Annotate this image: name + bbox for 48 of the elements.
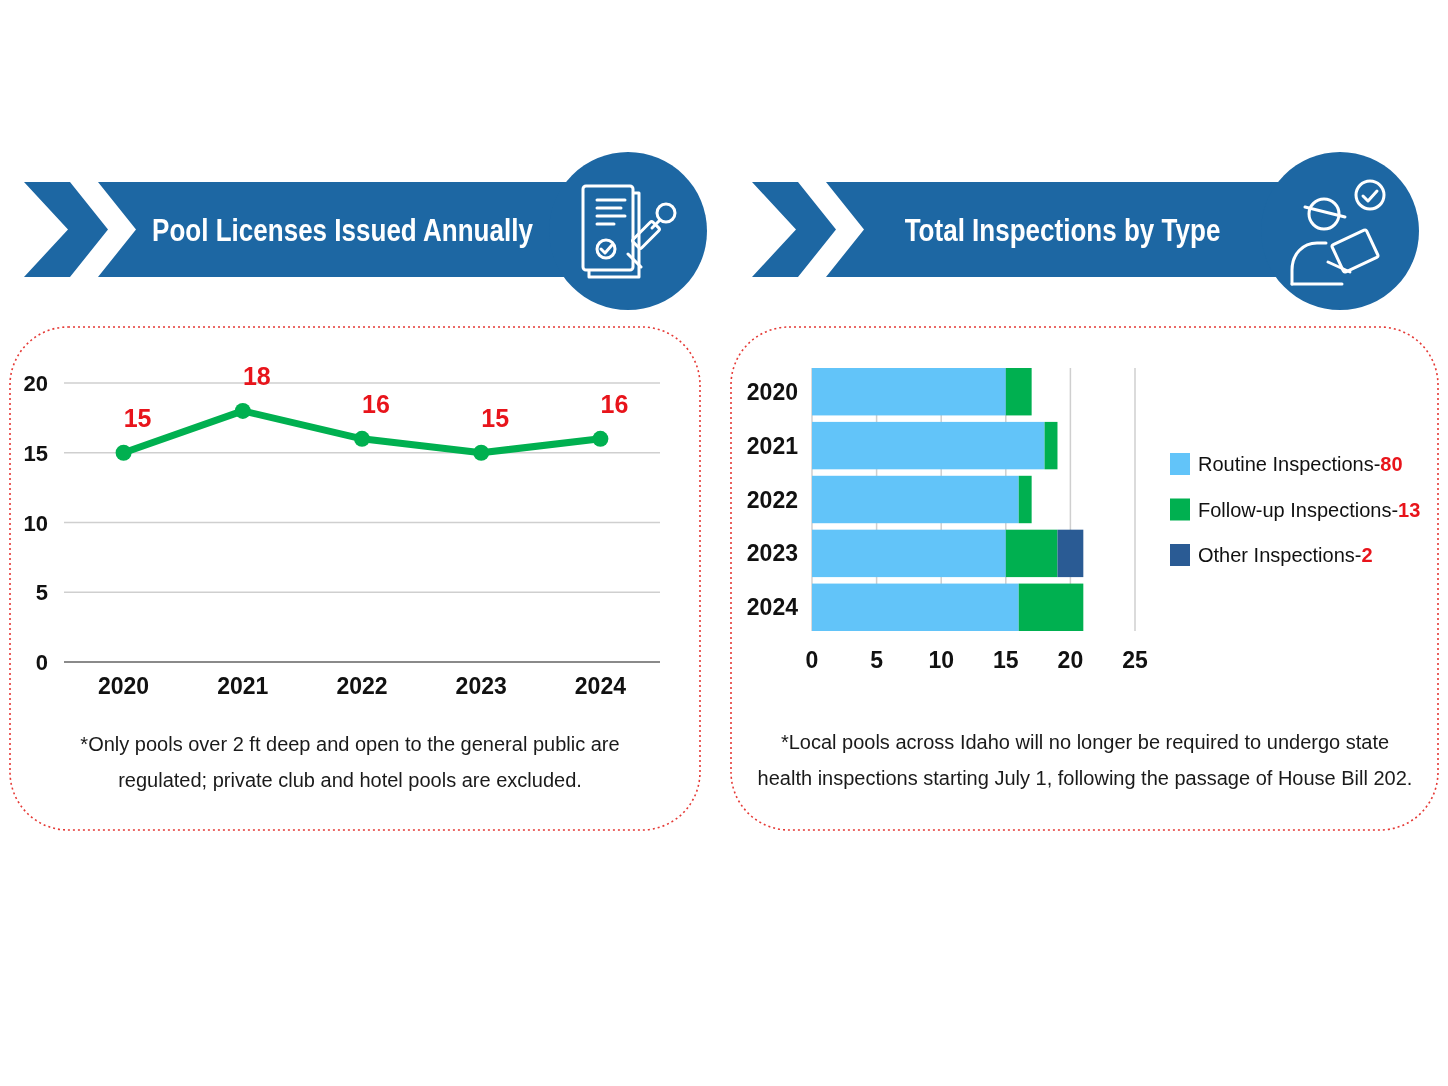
legend-label: Routine Inspections-80: [1198, 453, 1403, 475]
y-tick-label: 2022: [746, 486, 798, 513]
x-tick-label: 2023: [455, 673, 507, 699]
x-tick-label: 20: [1057, 647, 1084, 673]
y-tick-label: 10: [23, 510, 48, 536]
bar: [812, 475, 1019, 524]
bar: [1005, 368, 1032, 416]
x-tick-label: 2024: [574, 673, 627, 699]
x-tick-label: 2020: [98, 673, 150, 699]
data-label: 16: [600, 389, 629, 418]
data-label: 18: [242, 361, 271, 390]
data-label: 16: [362, 389, 390, 418]
bar: [812, 583, 1019, 631]
legend-label: Follow-up Inspections-13: [1198, 498, 1421, 521]
x-tick-label: 10: [928, 647, 954, 673]
bar: [1057, 529, 1084, 578]
y-tick-label: 15: [23, 440, 48, 466]
point: [234, 402, 251, 419]
y-tick-label: 2024: [746, 594, 799, 621]
bar: [812, 368, 1006, 416]
x-tick-label: 2022: [336, 673, 388, 699]
x-tick-label: 15: [993, 647, 1019, 673]
point: [473, 444, 490, 461]
y-tick-label: 5: [35, 580, 48, 606]
point: [354, 430, 370, 447]
data-label: 15: [481, 403, 510, 432]
y-tick-label: 20: [23, 371, 48, 396]
chart-title: Pool Licenses Issued Annually: [152, 212, 533, 248]
x-tick-label: 2021: [217, 673, 269, 699]
x-tick-label: 25: [1122, 647, 1148, 673]
text: *Only pools over 2 ft deep and open to the general public are regulated; private club and hotel pools are excluded.: [79, 732, 621, 793]
bar: [1018, 475, 1032, 524]
bar: [1018, 583, 1084, 631]
point: [115, 444, 132, 461]
data-label: 15: [123, 403, 152, 432]
bar: [812, 529, 1006, 578]
y-tick-label: 2023: [746, 540, 798, 567]
x-tick-label: 0: [805, 647, 819, 673]
bar: [1005, 529, 1058, 578]
chart-title: Total Inspections by Type: [904, 212, 1221, 248]
text: *Local pools across Idaho will no longer be required to undergo state health inspections starting July 1, following the passage of House Bill 202.: [756, 730, 1414, 791]
bar: [812, 421, 1045, 470]
bar: [1044, 421, 1058, 470]
point: [592, 430, 609, 447]
x-tick-label: 5: [870, 647, 884, 673]
y-tick-label: 2021: [746, 432, 799, 459]
y-tick-label: 2020: [746, 378, 798, 405]
legend-label: Other Inspections-2: [1198, 544, 1373, 566]
